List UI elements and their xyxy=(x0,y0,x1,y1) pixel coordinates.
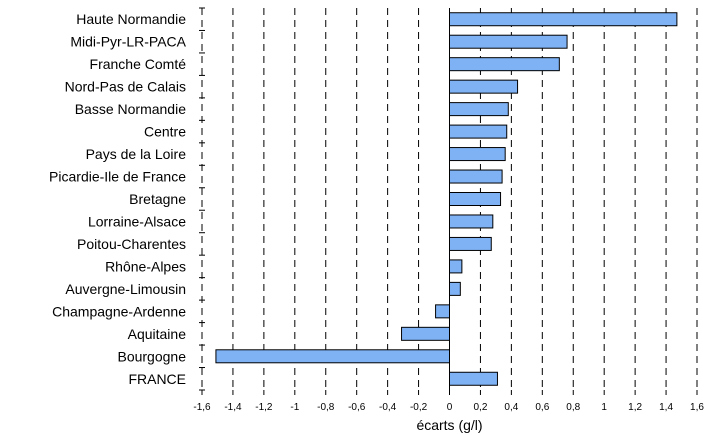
category-label: Nord-Pas de Calais xyxy=(65,79,186,95)
bar-10 xyxy=(449,236,492,251)
category-labels: Haute Normandie Midi-Pyr-LR-PACA Franche C… xyxy=(49,11,187,387)
x-tick-label: -1,2 xyxy=(255,402,273,413)
x-tick-label: -1,6 xyxy=(193,402,211,413)
bar-7 xyxy=(449,169,503,184)
category-label: FRANCE xyxy=(128,371,186,387)
bar-0 xyxy=(449,12,678,27)
bars xyxy=(215,12,678,386)
x-tick-label: 0 xyxy=(447,402,453,413)
x-tick-label: 1 xyxy=(601,402,607,413)
bar-6 xyxy=(449,147,506,162)
x-tick-label: -0,2 xyxy=(410,402,428,413)
tick-labels: -1,6 -1,4 -1,2 -1 -0,8 -0,6 -0,4 -0,2 0 0,2 0,4 0,6… xyxy=(193,402,704,413)
x-axis-title: écarts (g/l) xyxy=(416,417,482,433)
x-tick-label: 1,4 xyxy=(659,402,673,413)
category-label: Haute Normandie xyxy=(76,11,186,27)
category-label: Auvergne-Limousin xyxy=(65,281,186,297)
bar-13 xyxy=(435,304,450,319)
category-label: Champagne-Ardenne xyxy=(52,303,186,319)
x-tick-label: 0,2 xyxy=(473,402,487,413)
bar-12 xyxy=(449,281,461,296)
category-label: Bretagne xyxy=(129,191,186,207)
x-tick-label: -0,8 xyxy=(317,402,335,413)
x-tick-label: -0,4 xyxy=(379,402,397,413)
bar-15 xyxy=(215,349,450,364)
x-tick-label: 0,8 xyxy=(566,402,580,413)
bar-11 xyxy=(449,259,463,274)
x-tick-label: 1,6 xyxy=(690,402,704,413)
category-label: Centre xyxy=(144,124,186,140)
bar-4 xyxy=(449,102,509,117)
category-label: Basse Normandie xyxy=(75,101,186,117)
bar-8 xyxy=(449,192,502,206)
x-tick-label: 0,4 xyxy=(504,402,518,413)
bar-1 xyxy=(449,34,568,49)
category-label: Midi-Pyr-LR-PACA xyxy=(70,34,186,50)
axes xyxy=(199,7,698,395)
category-label: Pays de la Loire xyxy=(86,146,187,162)
x-tick-label: -0,6 xyxy=(348,402,366,413)
category-label: Picardie-Ile de France xyxy=(49,169,186,185)
x-tick-label: 0,6 xyxy=(535,402,549,413)
category-label: Franche Comté xyxy=(90,56,187,72)
bar-3 xyxy=(449,79,519,94)
category-label: Aquitaine xyxy=(128,326,187,342)
grid-lines xyxy=(201,8,698,390)
x-tick-label: -1,4 xyxy=(224,402,242,413)
category-label: Rhône-Alpes xyxy=(105,258,186,274)
category-label: Poitou-Charentes xyxy=(77,236,186,252)
bar-5 xyxy=(449,124,508,139)
category-label: Bourgogne xyxy=(117,348,186,364)
category-label: Lorraine-Alsace xyxy=(88,213,186,229)
bar-14 xyxy=(401,326,450,341)
bar-9 xyxy=(449,214,494,229)
x-tick-label: 1,2 xyxy=(628,402,642,413)
bar-16 xyxy=(449,371,498,386)
bar-2 xyxy=(449,57,560,72)
x-tick-label: -1 xyxy=(290,402,299,413)
